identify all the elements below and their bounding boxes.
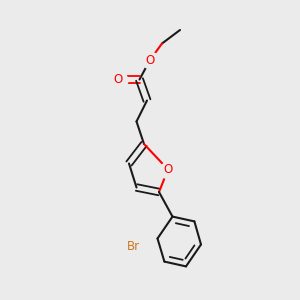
Text: O: O	[114, 73, 123, 86]
Text: Br: Br	[127, 240, 140, 253]
Text: Br: Br	[127, 240, 140, 253]
Text: O: O	[164, 163, 172, 176]
Text: O: O	[146, 53, 154, 67]
